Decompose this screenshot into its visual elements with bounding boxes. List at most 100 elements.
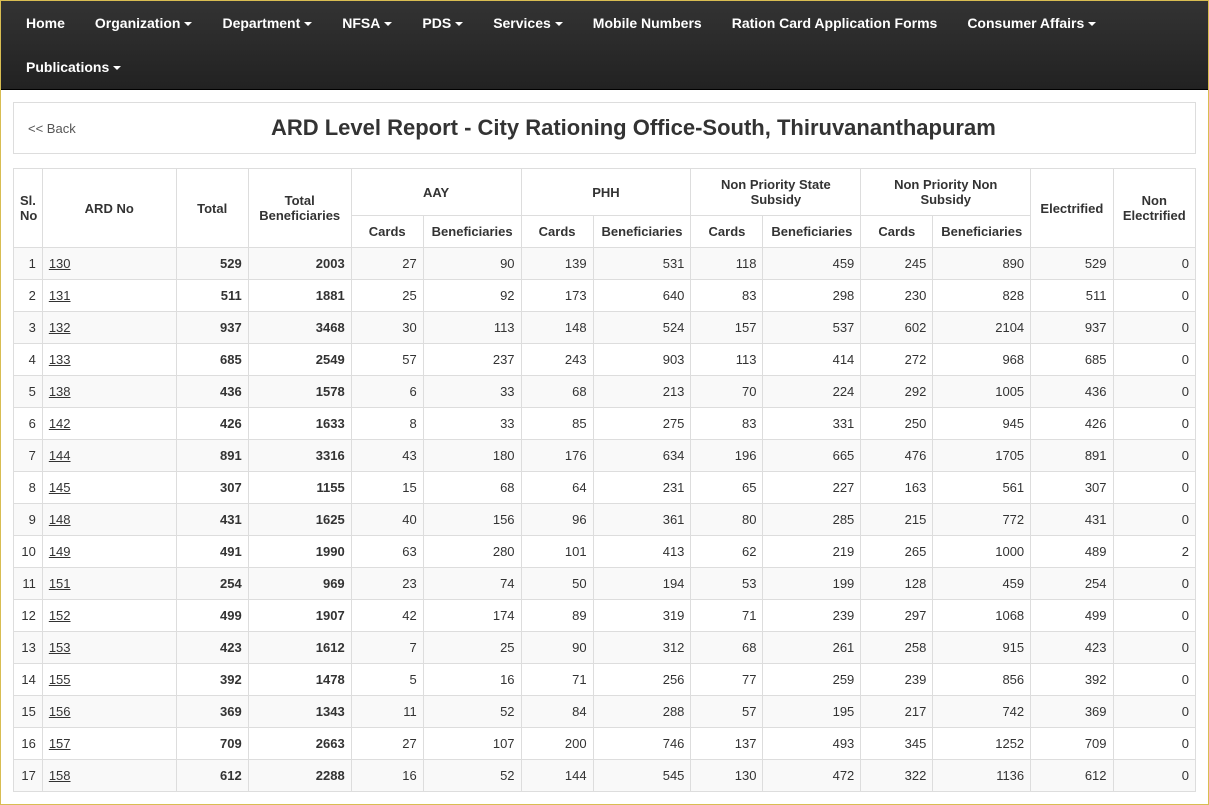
caret-down-icon — [113, 66, 121, 70]
cell-phh-benef: 312 — [593, 632, 691, 664]
cell-npss-cards: 80 — [691, 504, 763, 536]
nav-link[interactable]: Ration Card Application Forms — [717, 1, 953, 45]
cell-total: 423 — [176, 632, 248, 664]
cell-npns-benef: 2104 — [933, 312, 1031, 344]
cell-phh-cards: 148 — [521, 312, 593, 344]
cell-total: 369 — [176, 696, 248, 728]
cell-total-benef: 969 — [248, 568, 351, 600]
ard-link[interactable]: 145 — [49, 480, 71, 495]
ard-link[interactable]: 133 — [49, 352, 71, 367]
nav-link[interactable]: Services — [478, 1, 578, 45]
nav-link[interactable]: Publications — [11, 45, 136, 89]
nav-item: Consumer Affairs — [952, 1, 1111, 45]
nav-item: Organization — [80, 1, 208, 45]
cell-total-benef: 2663 — [248, 728, 351, 760]
ard-link[interactable]: 131 — [49, 288, 71, 303]
nav-link[interactable]: Mobile Numbers — [578, 1, 717, 45]
ard-link[interactable]: 144 — [49, 448, 71, 463]
ard-link[interactable]: 132 — [49, 320, 71, 335]
cell-aay-benef: 74 — [423, 568, 521, 600]
cell-total-benef: 1881 — [248, 280, 351, 312]
cell-ardno: 158 — [42, 760, 176, 792]
ard-link[interactable]: 158 — [49, 768, 71, 783]
table-row: 13153423161272590312682612589154230 — [14, 632, 1196, 664]
nav-link[interactable]: Organization — [80, 1, 208, 45]
cell-non-electrified: 0 — [1113, 248, 1195, 280]
cell-total-benef: 1907 — [248, 600, 351, 632]
cell-npns-cards: 128 — [861, 568, 933, 600]
cell-npss-cards: 65 — [691, 472, 763, 504]
cell-npss-benef: 472 — [763, 760, 861, 792]
ard-link[interactable]: 149 — [49, 544, 71, 559]
table-row: 313293734683011314852415753760221049370 — [14, 312, 1196, 344]
caret-down-icon — [304, 22, 312, 26]
ard-link[interactable]: 142 — [49, 416, 71, 431]
nav-link[interactable]: Home — [11, 1, 80, 45]
cell-total: 307 — [176, 472, 248, 504]
col-aay-benef: Beneficiaries — [423, 216, 521, 248]
cell-total: 612 — [176, 760, 248, 792]
cell-non-electrified: 0 — [1113, 600, 1195, 632]
ard-link[interactable]: 152 — [49, 608, 71, 623]
col-total: Total — [176, 169, 248, 248]
cell-phh-benef: 194 — [593, 568, 691, 600]
cell-phh-benef: 531 — [593, 248, 691, 280]
table-row: 1615770926632710720074613749334512527090 — [14, 728, 1196, 760]
ard-link[interactable]: 151 — [49, 576, 71, 591]
cell-non-electrified: 0 — [1113, 760, 1195, 792]
cell-electrified: 511 — [1031, 280, 1113, 312]
ard-link[interactable]: 156 — [49, 704, 71, 719]
table-row: 914843116254015696361802852157724310 — [14, 504, 1196, 536]
table-row: 151563691343115284288571952177423690 — [14, 696, 1196, 728]
cell-non-electrified: 0 — [1113, 568, 1195, 600]
cell-ardno: 132 — [42, 312, 176, 344]
cell-total-benef: 1633 — [248, 408, 351, 440]
col-phh-benef: Beneficiaries — [593, 216, 691, 248]
cell-ardno: 130 — [42, 248, 176, 280]
cell-phh-benef: 275 — [593, 408, 691, 440]
ard-link[interactable]: 157 — [49, 736, 71, 751]
cell-aay-cards: 5 — [351, 664, 423, 696]
cell-npss-cards: 68 — [691, 632, 763, 664]
col-npns-cards: Cards — [861, 216, 933, 248]
nav-item: Publications — [11, 45, 136, 89]
cell-aay-benef: 113 — [423, 312, 521, 344]
cell-npns-benef: 1705 — [933, 440, 1031, 472]
cell-ardno: 144 — [42, 440, 176, 472]
nav-item: NFSA — [327, 1, 407, 45]
col-electrified: Electrified — [1031, 169, 1113, 248]
ard-link[interactable]: 148 — [49, 512, 71, 527]
ard-link[interactable]: 155 — [49, 672, 71, 687]
col-non-electrified: Non Electrified — [1113, 169, 1195, 248]
cell-ardno: 142 — [42, 408, 176, 440]
nav-link[interactable]: PDS — [407, 1, 478, 45]
cell-npss-cards: 70 — [691, 376, 763, 408]
cell-aay-cards: 8 — [351, 408, 423, 440]
cell-electrified: 612 — [1031, 760, 1113, 792]
nav-link[interactable]: Department — [207, 1, 327, 45]
back-link[interactable]: << Back — [28, 121, 86, 136]
nav-item: Home — [11, 1, 80, 45]
caret-down-icon — [455, 22, 463, 26]
table-row: 6142426163383385275833312509454260 — [14, 408, 1196, 440]
ard-link[interactable]: 130 — [49, 256, 71, 271]
cell-non-electrified: 0 — [1113, 312, 1195, 344]
cell-npss-benef: 259 — [763, 664, 861, 696]
cell-electrified: 369 — [1031, 696, 1113, 728]
cell-total-benef: 1625 — [248, 504, 351, 536]
cell-slno: 13 — [14, 632, 43, 664]
cell-electrified: 254 — [1031, 568, 1113, 600]
cell-slno: 11 — [14, 568, 43, 600]
nav-link[interactable]: Consumer Affairs — [952, 1, 1111, 45]
cell-npss-cards: 62 — [691, 536, 763, 568]
cell-aay-cards: 30 — [351, 312, 423, 344]
ard-link[interactable]: 153 — [49, 640, 71, 655]
nav-link[interactable]: NFSA — [327, 1, 407, 45]
cell-aay-benef: 68 — [423, 472, 521, 504]
cell-npns-cards: 239 — [861, 664, 933, 696]
ard-link[interactable]: 138 — [49, 384, 71, 399]
cell-phh-benef: 903 — [593, 344, 691, 376]
cell-npss-benef: 199 — [763, 568, 861, 600]
cell-phh-cards: 200 — [521, 728, 593, 760]
table-row: 714489133164318017663419666547617058910 — [14, 440, 1196, 472]
